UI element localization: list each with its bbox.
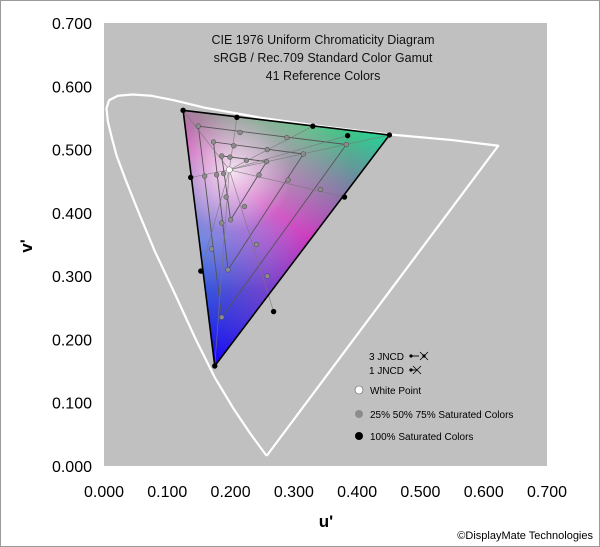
radial-line (190, 169, 230, 178)
y-tick-label: 0.600 (52, 79, 92, 96)
radial-line (214, 169, 230, 367)
saturated-point-100 (386, 132, 393, 138)
legend: 3 JNCD 1 JNCD White Point 25% 50% 75% Sa… (354, 351, 513, 443)
saturated-point-partial (219, 314, 225, 320)
saturated-point-100 (188, 174, 194, 181)
y-tick-label: 0.700 (52, 16, 92, 33)
saturated-point-100 (234, 114, 240, 120)
saturated-point-partial (264, 158, 270, 165)
x-tick-label: 0.200 (211, 484, 251, 501)
saturated-point-100 (341, 194, 348, 200)
saturated-point-partial (253, 241, 260, 248)
x-tick-label: 0.700 (527, 484, 567, 501)
saturated-point-partial (219, 220, 225, 226)
saturated-point-100 (180, 107, 186, 114)
y-tick-label: 0.400 (52, 206, 92, 223)
saturated-point-100 (270, 308, 277, 315)
saturated-point-partial (214, 172, 220, 178)
saturated-point-partial (231, 143, 237, 149)
saturated-point-partial (284, 134, 290, 141)
jnd1-marker-icon (409, 365, 422, 375)
white-point-marker (226, 166, 233, 174)
saturated-point-100 (198, 268, 204, 274)
y-tick-label: 0.000 (52, 459, 92, 476)
saturated-point-partial (219, 153, 225, 159)
y-axis-label: v' (17, 239, 36, 253)
radial-line (228, 169, 274, 312)
jnd3-marker-icon (409, 351, 429, 361)
legend-partial-label: 25% 50% 75% Saturated Colors (370, 410, 513, 421)
title-line-2: sRGB / Rec.709 Standard Color Gamut (214, 51, 433, 65)
x-tick-label: 0.000 (84, 484, 124, 501)
saturated-point-partial (202, 173, 208, 179)
x-tick-label: 0.400 (337, 484, 377, 501)
legend-jnd3-label: 3 JNCD (369, 352, 404, 363)
x-tick-label: 0.500 (400, 484, 440, 501)
radial-line (229, 135, 348, 171)
x-axis-label: u' (319, 512, 333, 531)
gamut-lines (182, 109, 391, 367)
saturated-point-partial (227, 217, 234, 223)
x-tick-label: 0.300 (274, 484, 314, 501)
plot-area (104, 23, 547, 466)
radial-line (182, 110, 230, 171)
saturated-point-partial (221, 171, 227, 177)
saturated-point-partial (223, 194, 229, 200)
y-tick-label: 0.100 (52, 396, 92, 413)
legend-full-icon (355, 432, 363, 440)
saturated-point-partial (225, 267, 231, 273)
title-line-3: 41 Reference Colors (266, 69, 381, 83)
legend-jnd1-label: 1 JNCD (369, 366, 404, 377)
saturated-point-partial (285, 177, 291, 183)
saturated-point-partial (264, 146, 270, 153)
saturated-point-100 (344, 132, 351, 139)
radial-line (229, 134, 390, 171)
saturated-point-partial (300, 151, 306, 157)
saturation-triangle (197, 125, 348, 319)
gamut-triangle-outline (182, 109, 391, 367)
copyright: ©DisplayMate Technologies (457, 530, 593, 542)
saturated-point-partial (195, 123, 201, 129)
legend-partial-icon (355, 410, 363, 418)
legend-full-label: 100% Saturated Colors (370, 432, 473, 443)
y-tick-label: 0.200 (52, 332, 92, 349)
y-tick-label: 0.300 (52, 269, 92, 286)
saturated-point-partial (256, 172, 262, 178)
saturated-point-partial (343, 141, 349, 148)
saturated-point-partial (208, 246, 215, 252)
radial-line (229, 125, 314, 171)
legend-white-label: White Point (370, 386, 421, 397)
saturated-point-partial (227, 154, 233, 160)
data-points (180, 107, 393, 369)
x-tick-label: 0.600 (464, 484, 504, 501)
chart-title: CIE 1976 Uniform Chromaticity Diagram sR… (212, 33, 435, 83)
saturated-point-partial (237, 129, 243, 136)
radial-line (200, 169, 230, 272)
y-tick-label: 0.500 (52, 143, 92, 160)
legend-white-point-icon (354, 385, 364, 395)
saturated-point-100 (212, 363, 218, 369)
saturated-point-partial (210, 139, 217, 145)
saturation-triangle (212, 141, 305, 272)
saturated-point-partial (241, 203, 248, 210)
x-tick-label: 0.100 (147, 484, 187, 501)
axis-ticks: 0.000 0.100 0.200 0.300 0.400 0.500 0.600 0.700… (52, 16, 567, 501)
saturated-point-partial (243, 157, 249, 163)
saturation-triangle (221, 155, 268, 222)
radial-line (229, 169, 345, 198)
saturated-point-partial (317, 186, 324, 193)
saturated-point-100 (310, 123, 316, 129)
title-line-1: CIE 1976 Uniform Chromaticity Diagram (212, 33, 435, 47)
saturated-point-partial (264, 273, 270, 279)
